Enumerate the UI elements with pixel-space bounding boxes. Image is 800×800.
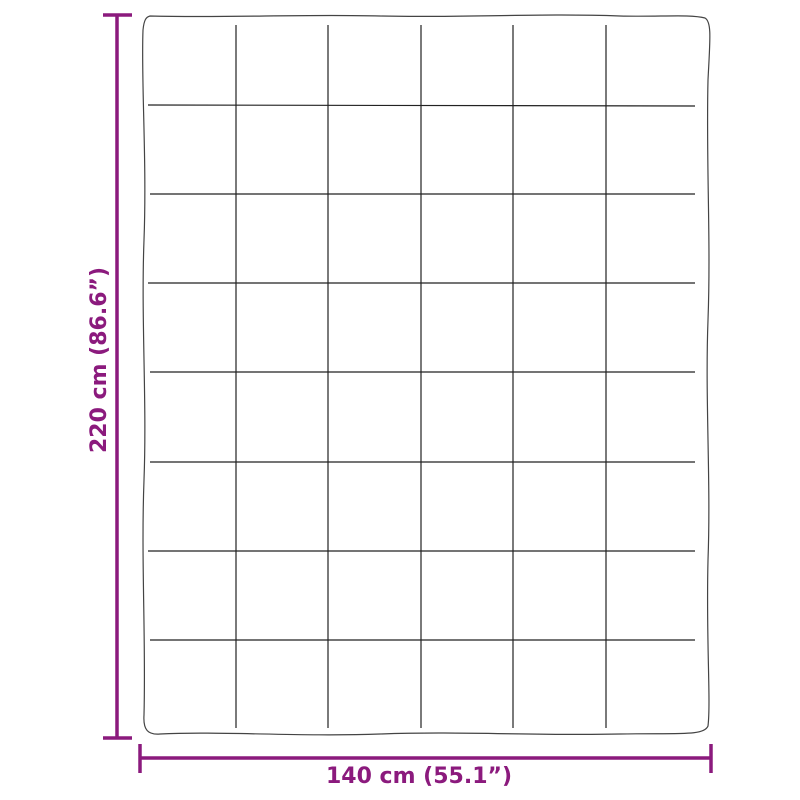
width-label: 140 cm (55.1”) xyxy=(326,764,512,789)
height-label: 220 cm (86.6”) xyxy=(87,267,112,453)
stitch-line-horizontal xyxy=(147,104,696,107)
height-dimension-line xyxy=(103,13,132,740)
quilt-stitch-grid xyxy=(147,25,696,728)
width-dimension-line xyxy=(138,744,713,773)
blanket-outline xyxy=(141,14,711,736)
